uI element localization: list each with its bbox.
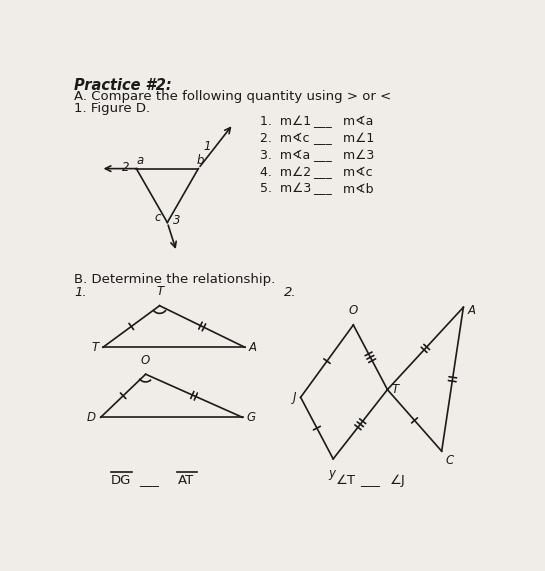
Text: 3: 3 (173, 215, 180, 227)
Text: 1. Figure D.: 1. Figure D. (74, 102, 150, 115)
Text: ___: ___ (313, 132, 332, 144)
Text: T: T (91, 341, 98, 354)
Text: m∠3: m∠3 (340, 148, 374, 162)
Text: DG: DG (111, 473, 131, 486)
Text: a: a (137, 154, 144, 167)
Text: ∠J: ∠J (390, 473, 405, 486)
Text: b: b (196, 154, 204, 167)
Text: D: D (87, 411, 96, 424)
Text: A. Compare the following quantity using > or <: A. Compare the following quantity using … (74, 90, 391, 103)
Text: T: T (156, 285, 163, 298)
Text: m∠1: m∠1 (340, 132, 374, 144)
Text: ___: ___ (313, 183, 332, 195)
Text: J: J (293, 391, 296, 404)
Text: O: O (349, 304, 358, 317)
Text: 2: 2 (122, 160, 129, 174)
Text: AT: AT (178, 473, 194, 486)
Text: 5.  m∠3: 5. m∠3 (261, 183, 316, 195)
Text: 1: 1 (204, 140, 211, 153)
Text: O: O (141, 353, 150, 367)
Text: m∢c: m∢c (340, 166, 373, 179)
Text: T: T (391, 383, 398, 396)
Text: C: C (446, 455, 454, 467)
Text: 3.  m∢a: 3. m∢a (261, 148, 314, 162)
Text: A: A (249, 341, 257, 354)
Text: A: A (468, 304, 476, 317)
Text: m∢b: m∢b (340, 183, 374, 195)
Text: G: G (246, 411, 256, 424)
Text: Practice #2:: Practice #2: (74, 78, 172, 93)
Text: m∢a: m∢a (340, 115, 374, 128)
Text: 1.  m∠1: 1. m∠1 (261, 115, 316, 128)
Text: 1.: 1. (74, 287, 87, 299)
Text: ∠T: ∠T (336, 473, 355, 486)
Text: ___: ___ (140, 473, 160, 486)
Text: y: y (328, 467, 335, 480)
Text: 2.  m∢c: 2. m∢c (261, 132, 314, 144)
Text: ___: ___ (360, 473, 380, 486)
Text: ___: ___ (313, 115, 332, 128)
Text: ___: ___ (313, 166, 332, 179)
Text: ___: ___ (313, 148, 332, 162)
Text: 2.: 2. (283, 287, 296, 299)
Text: 4.  m∠2: 4. m∠2 (261, 166, 316, 179)
Text: c: c (155, 211, 161, 224)
Text: B. Determine the relationship.: B. Determine the relationship. (74, 272, 276, 286)
